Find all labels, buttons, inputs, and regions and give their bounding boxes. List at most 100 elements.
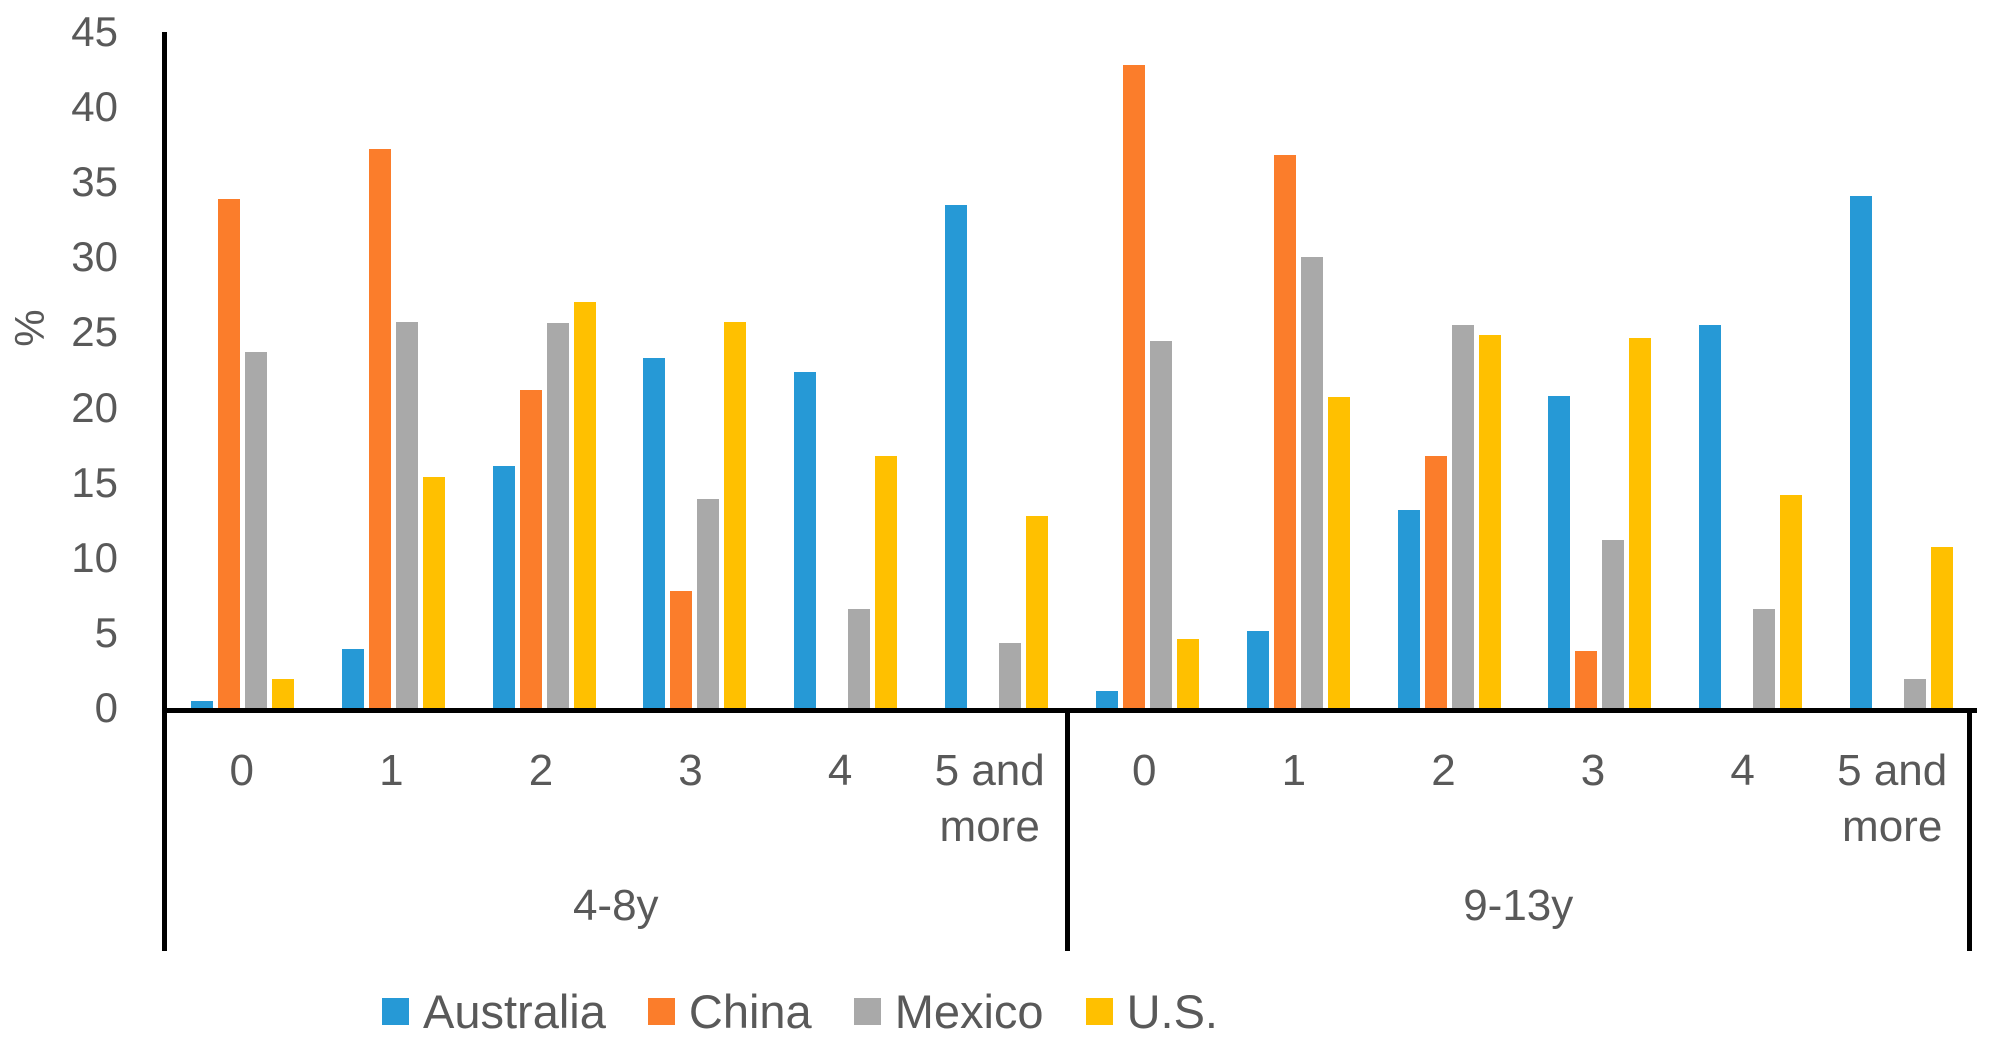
category-label-4-8y-2: 2 [528, 746, 554, 795]
bar-mexico-9-13y-4 [1753, 608, 1776, 708]
category-label-4-8y-0: 0 [229, 746, 255, 795]
bar-australia-4-8y-0 [190, 700, 213, 708]
legend-swatch-china [647, 998, 675, 1025]
plot-area [162, 32, 1977, 713]
legend-swatch-australia [382, 998, 410, 1025]
bar-group-4-8y-4 [770, 32, 921, 708]
y-tick-label-0: 0 [94, 684, 118, 731]
category-label-9-13y-2: 2 [1431, 746, 1456, 795]
y-tick-label-10: 10 [71, 533, 118, 581]
bar-australia-9-13y-1 [1246, 631, 1269, 708]
bar-australia-4-8y-5 and more [945, 204, 968, 708]
category-label-row-9-13y: 0 1 2 3 4 5 and more [1070, 713, 1968, 861]
bar-group-9-13y-1 [1223, 32, 1374, 708]
bar-group-9-13y-3 [1524, 32, 1675, 708]
panel-9-13y [1072, 32, 1977, 708]
y-tick-label-35: 35 [71, 158, 118, 206]
label-panel-9-13y: 0 1 2 3 4 5 and more 9-13y [1064, 713, 1972, 951]
category-label-row-4-8y: 0 1 2 3 4 5 and more [167, 713, 1065, 861]
category-label-9-13y-1: 1 [1281, 746, 1307, 795]
bar-china-9-13y-0 [1122, 65, 1145, 708]
legend-label-us: U.S. [1126, 985, 1218, 1038]
bar-us-9-13y-2 [1478, 335, 1501, 708]
group-label-4-8y: 4-8y [572, 881, 659, 930]
bar-us-9-13y-0 [1176, 638, 1199, 708]
legend-label-australia: Australia [423, 985, 606, 1038]
bar-china-9-13y-2 [1424, 455, 1447, 708]
legend-label-mexico: Mexico [894, 985, 1044, 1038]
y-tick-label-5: 5 [94, 608, 118, 656]
bar-australia-4-8y-4 [794, 371, 817, 708]
category-label-4-8y-1: 1 [379, 746, 404, 795]
category-label-4-8y-4: 4 [827, 746, 853, 795]
bar-group-9-13y-0 [1072, 32, 1223, 708]
legend-swatch-us [1085, 998, 1113, 1025]
bar-mexico-4-8y-5 and more [999, 643, 1022, 708]
bar-us-4-8y-1 [422, 476, 445, 708]
y-tick-label-40: 40 [71, 83, 118, 131]
bar-mexico-4-8y-2 [546, 323, 569, 708]
bar-us-4-8y-0 [271, 679, 294, 708]
bar-mexico-9-13y-3 [1602, 539, 1625, 708]
label-panel-4-8y: 0 1 2 3 4 5 and more 4-8y [162, 713, 1065, 951]
bar-group-4-8y-3 [619, 32, 770, 708]
x-axis-label-area: 0 1 2 3 4 5 and more 4-8y 0 1 2 3 4 5 and more 9-13y [162, 713, 1972, 951]
group-label-9-13y: 9-13y [1463, 881, 1574, 930]
legend: Australia China Mexico U.S. [0, 984, 1600, 1039]
legend-item-china: China [647, 984, 812, 1039]
bar-mexico-4-8y-0 [244, 351, 267, 708]
bar-mexico-9-13y-1 [1300, 257, 1323, 708]
bar-group-4-8y-2 [469, 32, 620, 708]
bar-group-4-8y-1 [318, 32, 469, 708]
bar-australia-9-13y-3 [1548, 395, 1571, 708]
bar-australia-9-13y-4 [1699, 324, 1722, 708]
y-tick-label-20: 20 [71, 383, 118, 431]
bar-mexico-9-13y-2 [1451, 324, 1474, 708]
bar-group-9-13y-4 [1675, 32, 1826, 708]
bar-us-9-13y-3 [1629, 338, 1652, 708]
legend-swatch-mexico [853, 998, 881, 1025]
y-tick-label-45: 45 [71, 8, 118, 55]
y-axis-title: % [6, 309, 53, 347]
bar-australia-4-8y-2 [492, 466, 515, 708]
category-label-9-13y-3: 3 [1580, 746, 1606, 795]
bar-mexico-4-8y-3 [697, 499, 720, 708]
bar-china-4-8y-2 [519, 389, 542, 708]
bar-group-4-8y-5 and more [921, 32, 1072, 708]
bar-china-9-13y-1 [1273, 155, 1296, 708]
bar-group-4-8y-0 [167, 32, 318, 708]
category-label-4-8y-3: 3 [678, 746, 703, 795]
bar-group-9-13y-2 [1374, 32, 1525, 708]
bar-china-4-8y-0 [217, 198, 240, 708]
bar-australia-9-13y-0 [1095, 691, 1118, 708]
bar-us-9-13y-1 [1327, 397, 1350, 708]
bar-australia-4-8y-3 [643, 357, 666, 708]
legend-label-china: China [688, 985, 812, 1038]
legend-item-mexico: Mexico [853, 984, 1044, 1039]
bar-china-4-8y-3 [670, 590, 693, 708]
y-tick-label-15: 15 [71, 458, 118, 506]
bar-group-9-13y-5 and more [1826, 32, 1977, 708]
category-label-9-13y-5 and more: 5 and more [1837, 746, 1948, 851]
y-tick-label-25: 25 [71, 308, 118, 356]
category-label-4-8y-5 and more: 5 and more [934, 746, 1045, 851]
bar-china-4-8y-1 [368, 149, 391, 708]
bar-australia-9-13y-2 [1397, 509, 1420, 708]
category-label-9-13y-0: 0 [1132, 746, 1157, 795]
bar-mexico-9-13y-0 [1149, 341, 1172, 708]
bar-mexico-9-13y-5 and more [1904, 679, 1927, 708]
bar-us-9-13y-4 [1780, 494, 1803, 708]
bar-us-4-8y-4 [875, 455, 898, 708]
bar-us-4-8y-3 [724, 321, 747, 708]
category-label-9-13y-4: 4 [1730, 746, 1755, 795]
legend-item-australia: Australia [382, 984, 606, 1039]
bar-australia-9-13y-5 and more [1850, 195, 1873, 708]
bar-us-4-8y-5 and more [1026, 515, 1049, 708]
bar-us-4-8y-2 [573, 302, 596, 708]
bar-us-9-13y-5 and more [1931, 547, 1954, 708]
bar-mexico-4-8y-1 [395, 321, 418, 708]
bar-australia-4-8y-1 [341, 649, 364, 708]
bar-mexico-4-8y-4 [848, 608, 871, 708]
panel-4-8y [167, 32, 1072, 708]
